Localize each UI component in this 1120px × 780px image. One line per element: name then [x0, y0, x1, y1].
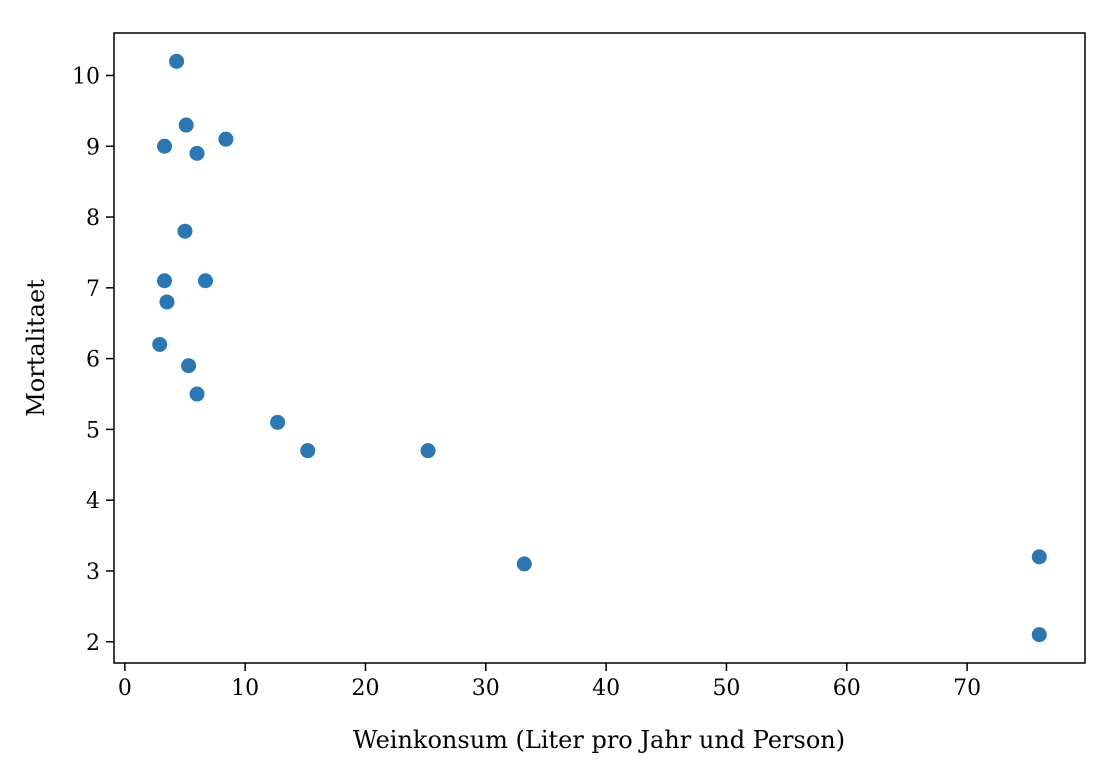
data-point: [169, 53, 185, 69]
data-point: [1031, 549, 1047, 565]
y-tick-label: 2: [86, 631, 100, 656]
data-point: [420, 443, 436, 459]
y-tick-label: 9: [86, 135, 100, 160]
data-point: [157, 138, 173, 154]
y-tick-label: 7: [86, 277, 100, 302]
y-tick-label: 3: [86, 560, 100, 585]
y-axis-label: Mortalitaet: [22, 279, 50, 417]
data-point: [270, 414, 286, 430]
x-axis-label: Weinkonsum (Liter pro Jahr und Person): [353, 726, 845, 754]
data-points: [152, 53, 1047, 643]
x-axis-ticks: 0 10 20 30 40 50 60 70: [118, 663, 981, 701]
y-tick-label: 6: [86, 348, 100, 373]
x-tick-label: 70: [953, 676, 981, 701]
data-point: [157, 273, 173, 289]
x-tick-label: 60: [833, 676, 861, 701]
x-tick-label: 50: [712, 676, 740, 701]
data-point: [218, 131, 234, 147]
x-tick-label: 40: [592, 676, 620, 701]
x-tick-label: 10: [231, 676, 259, 701]
data-point: [1031, 627, 1047, 643]
y-tick-label: 4: [86, 489, 100, 514]
plot-frame: [113, 32, 1086, 664]
data-point: [181, 358, 197, 374]
y-tick-label: 10: [72, 64, 100, 89]
data-point: [189, 386, 205, 402]
data-point: [178, 117, 194, 133]
data-point: [177, 223, 193, 239]
data-point: [152, 336, 168, 352]
x-tick-label: 0: [118, 676, 132, 701]
plot-background: [114, 33, 1085, 663]
data-point: [189, 145, 205, 161]
data-point: [159, 294, 175, 310]
y-tick-label: 5: [86, 418, 100, 443]
y-tick-label: 8: [86, 206, 100, 231]
x-tick-label: 20: [351, 676, 379, 701]
x-tick-label: 30: [472, 676, 500, 701]
data-point: [197, 273, 213, 289]
y-axis-ticks: 2 3 4 5 6 7 8 9 10: [72, 64, 114, 656]
data-point: [300, 443, 316, 459]
data-point: [516, 556, 532, 572]
